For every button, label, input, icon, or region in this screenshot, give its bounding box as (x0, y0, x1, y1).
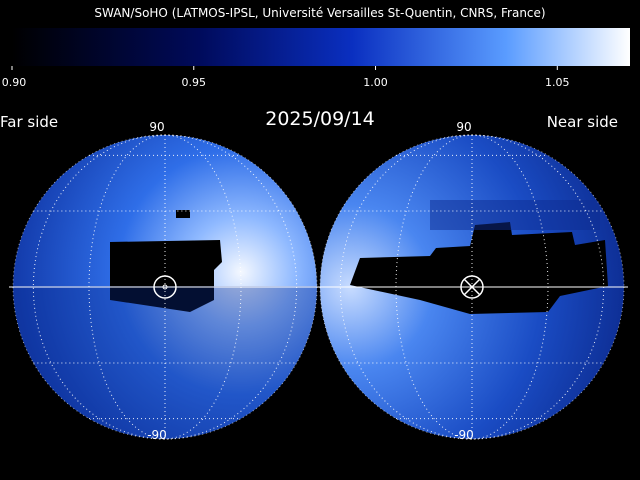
title: SWAN/SoHO (LATMOS-IPSL, Université Versa… (94, 6, 545, 20)
earth-marker-cross (463, 278, 481, 296)
near-side-label: Near side (547, 113, 618, 131)
far-top-label: 90 (149, 120, 164, 134)
colorbar-tick-label: 1.05 (545, 76, 570, 89)
colorbar (12, 28, 630, 66)
colorbar-ticks: 0.90 0.95 1.00 1.05 (2, 66, 570, 89)
far-side-label: Far side (0, 113, 58, 131)
near-bottom-label: -90 (454, 428, 474, 442)
far-bottom-label: -90 (147, 428, 167, 442)
colorbar-tick-label: 0.95 (182, 76, 207, 89)
sun-marker (153, 275, 177, 299)
near-top-label: 90 (456, 120, 471, 134)
earth-marker (460, 275, 484, 299)
colorbar-tick-label: 0.90 (2, 76, 27, 89)
colorbar-tick-label: 1.00 (363, 76, 388, 89)
date: 2025/09/14 (265, 108, 375, 130)
sun-marker-dot (162, 284, 168, 290)
